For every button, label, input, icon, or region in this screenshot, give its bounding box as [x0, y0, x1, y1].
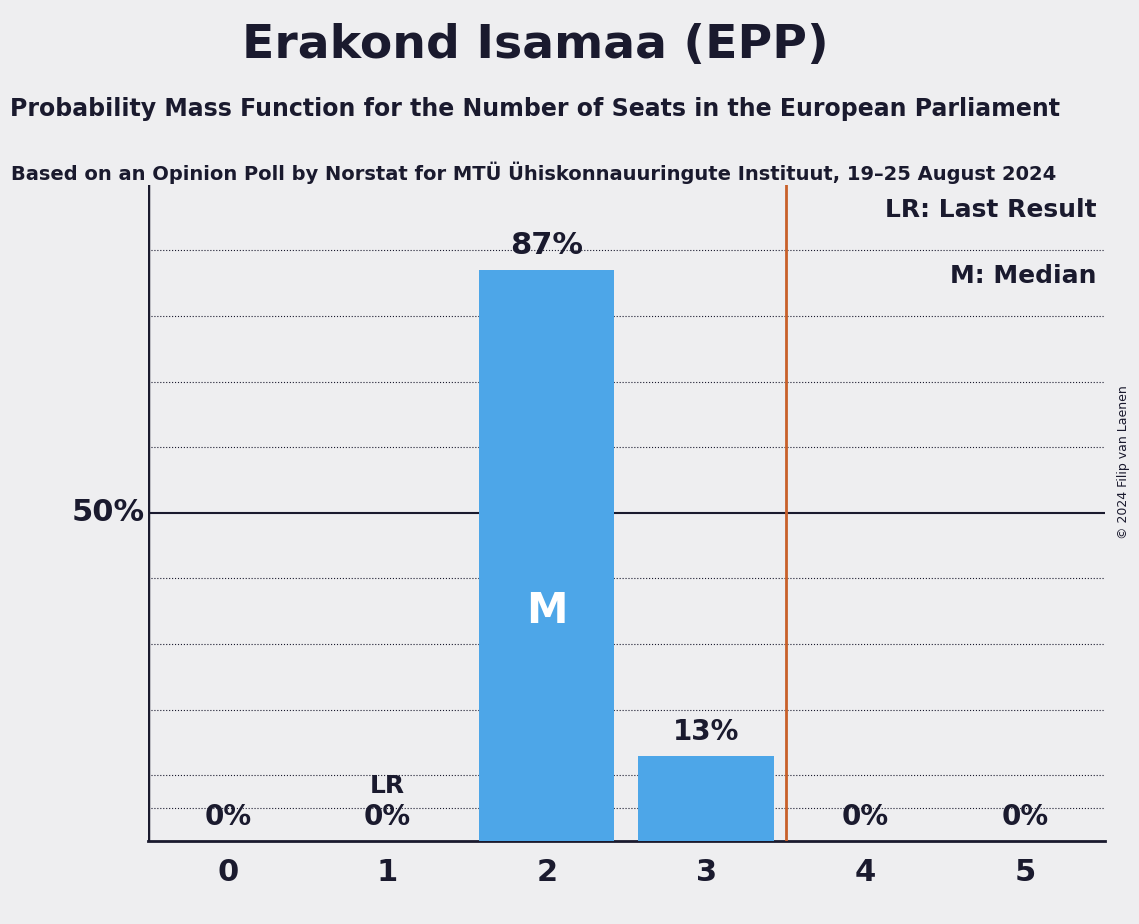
- Text: Erakond Isamaa (EPP): Erakond Isamaa (EPP): [241, 23, 829, 68]
- Text: Probability Mass Function for the Number of Seats in the European Parliament: Probability Mass Function for the Number…: [10, 97, 1060, 121]
- Text: 0%: 0%: [1001, 803, 1049, 831]
- Text: Based on an Opinion Poll by Norstat for MTÜ Ühiskonnauuringute Instituut, 19–25 : Based on an Opinion Poll by Norstat for …: [11, 162, 1057, 184]
- Text: 87%: 87%: [510, 231, 583, 261]
- Text: 50%: 50%: [72, 498, 145, 528]
- Text: LR: Last Result: LR: Last Result: [885, 198, 1097, 222]
- Text: 0%: 0%: [842, 803, 890, 831]
- Text: M: M: [526, 590, 567, 632]
- Text: M: Median: M: Median: [950, 263, 1097, 287]
- Bar: [638, 756, 773, 841]
- Text: © 2024 Filip van Laenen: © 2024 Filip van Laenen: [1117, 385, 1130, 539]
- Bar: [478, 270, 614, 841]
- Text: 13%: 13%: [673, 718, 739, 746]
- Text: 0%: 0%: [204, 803, 252, 831]
- Text: 0%: 0%: [363, 803, 411, 831]
- Text: LR: LR: [370, 774, 404, 798]
